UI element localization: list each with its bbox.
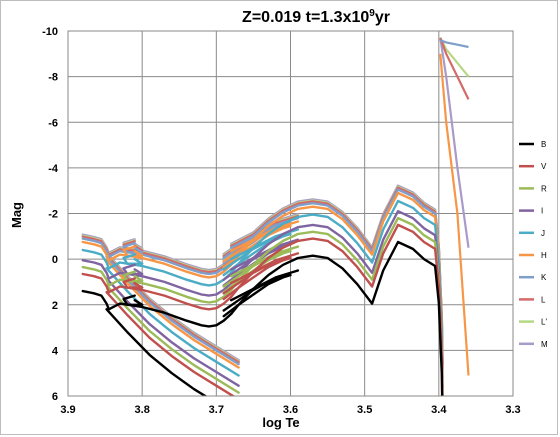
- x-tick-label: 3.6: [283, 404, 298, 416]
- series-line: [230, 220, 300, 253]
- series-line: [122, 294, 144, 306]
- x-axis-title: log Te: [262, 415, 299, 430]
- tip-line: [439, 39, 469, 49]
- axes: 3.9 3.8 3.7 3.6 3.5 3.4 3.3 -10 -8 -6 -4 -2 0 2 4 6: [42, 26, 521, 416]
- series-line: [105, 284, 240, 394]
- y-tick-label: 0: [52, 254, 58, 266]
- series-line: [222, 273, 292, 318]
- series-v: [81, 223, 444, 396]
- series-line: [81, 289, 110, 311]
- series-line: [122, 277, 144, 289]
- legend-label: L: [541, 295, 546, 304]
- series-line: [230, 269, 300, 302]
- series-line: [81, 240, 110, 262]
- tip-line: [439, 53, 470, 376]
- legend-label: J: [541, 229, 545, 238]
- series-line: [81, 265, 110, 287]
- legend-label: L': [541, 318, 547, 327]
- plot-area-border: [67, 30, 514, 397]
- series-line: [230, 240, 444, 396]
- series-b: [81, 240, 444, 396]
- legend-label: I: [541, 207, 543, 216]
- tip-line: [439, 37, 470, 100]
- series-line: [81, 259, 110, 280]
- series-line: [105, 277, 240, 387]
- series-line: [230, 252, 300, 285]
- series-line: [230, 223, 444, 396]
- x-tick-label: 3.4: [431, 404, 447, 416]
- series-line: [222, 232, 292, 277]
- x-tick-label: 3.7: [209, 404, 224, 416]
- series-line: [222, 224, 292, 269]
- x-tick-label: 3.8: [135, 404, 150, 416]
- series-line: [105, 267, 240, 377]
- y-tick-label: -4: [48, 163, 59, 175]
- legend-label: M: [541, 340, 548, 349]
- legend-label: H: [541, 251, 547, 260]
- series-line: [105, 308, 208, 396]
- chart-title: Z=0.019 t=1.3x109yr: [242, 8, 390, 26]
- y-tick-label: -2: [48, 209, 58, 221]
- x-tick-label: 3.9: [60, 404, 75, 416]
- series-line: [81, 272, 110, 294]
- x-tick-label: 3.5: [357, 404, 372, 416]
- series-line: [105, 259, 240, 369]
- series-line: [81, 237, 110, 258]
- y-tick-label: 6: [52, 391, 58, 403]
- series-line: [122, 253, 144, 265]
- series-line: [122, 242, 144, 254]
- tip-line: [439, 37, 470, 248]
- series-line: [105, 253, 240, 364]
- plot-lines: [81, 37, 470, 396]
- series-k: [81, 39, 469, 368]
- y-tick-label: -10: [42, 26, 58, 38]
- y-tick-label: 2: [52, 300, 58, 312]
- series-line: [230, 245, 300, 278]
- legend: B V R I J H K L L' M: [519, 140, 548, 349]
- series-line: [230, 238, 300, 271]
- y-tick-label: -8: [48, 72, 58, 84]
- x-tick-label: 3.3: [505, 404, 520, 416]
- y-tick-label: -6: [48, 117, 58, 129]
- legend-label: V: [541, 162, 547, 171]
- legend-label: R: [541, 184, 547, 193]
- chart-title-text: Z=0.019 t=1.3x109yr: [242, 8, 390, 26]
- series-line: [81, 248, 110, 270]
- y-tick-label: 4: [52, 345, 59, 357]
- series-line: [105, 291, 236, 396]
- legend-label: K: [541, 273, 547, 282]
- y-axis-title: Mag: [9, 202, 24, 228]
- series-line: [222, 256, 292, 301]
- legend-label: B: [541, 140, 546, 149]
